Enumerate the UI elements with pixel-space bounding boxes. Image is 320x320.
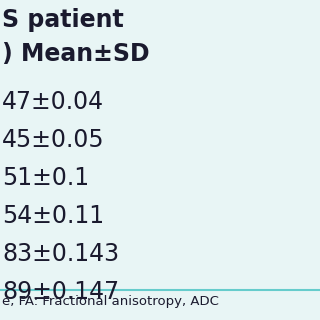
Text: 47±0.04: 47±0.04 bbox=[2, 90, 104, 114]
Text: ) Mean±SD: ) Mean±SD bbox=[2, 42, 150, 66]
Text: 83±0.143: 83±0.143 bbox=[2, 242, 119, 266]
Text: S patient: S patient bbox=[2, 8, 124, 32]
Text: e, FA: Fractional anisotropy, ADC: e, FA: Fractional anisotropy, ADC bbox=[2, 295, 219, 308]
Text: 89±0.147: 89±0.147 bbox=[2, 280, 119, 304]
Text: 51±0.1: 51±0.1 bbox=[2, 166, 89, 190]
Text: 54±0.11: 54±0.11 bbox=[2, 204, 104, 228]
Text: 45±0.05: 45±0.05 bbox=[2, 128, 105, 152]
